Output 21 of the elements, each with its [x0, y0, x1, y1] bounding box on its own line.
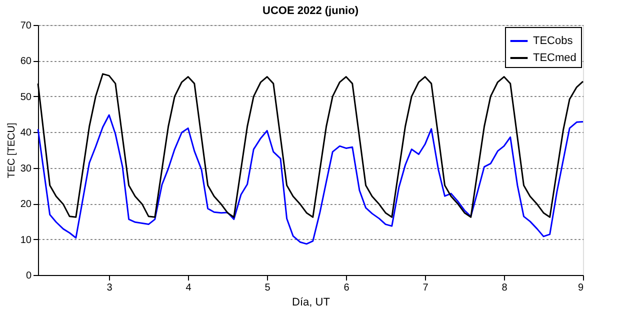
- y-tick-label: 20: [20, 199, 32, 210]
- chart-title: UCOE 2022 (junio): [262, 5, 359, 17]
- x-tick-label: 9: [578, 282, 584, 294]
- y-tick-label: 30: [20, 163, 32, 174]
- legend-label: TECmed: [533, 52, 576, 64]
- x-tick-label: 7: [422, 282, 429, 294]
- x-tick-label: 8: [502, 282, 508, 294]
- y-tick-label: 70: [20, 20, 32, 32]
- y-tick-label: 0: [26, 270, 32, 282]
- x-axis-title: Día, UT: [292, 296, 330, 308]
- y-tick-label: 10: [20, 234, 32, 246]
- y-axis-title: TEC [TECU]: [6, 122, 18, 178]
- y-tick-label: 60: [20, 56, 32, 68]
- legend-label: TECobs: [533, 35, 574, 47]
- line-series: [37, 114, 584, 245]
- x-tick-label: 6: [344, 282, 350, 294]
- y-tick-label: 40: [20, 128, 32, 139]
- y-tick-label: 50: [20, 92, 32, 103]
- x-tick-label: 3: [106, 282, 113, 294]
- x-tick-label: 4: [186, 282, 192, 294]
- x-tick-label: 5: [264, 282, 271, 294]
